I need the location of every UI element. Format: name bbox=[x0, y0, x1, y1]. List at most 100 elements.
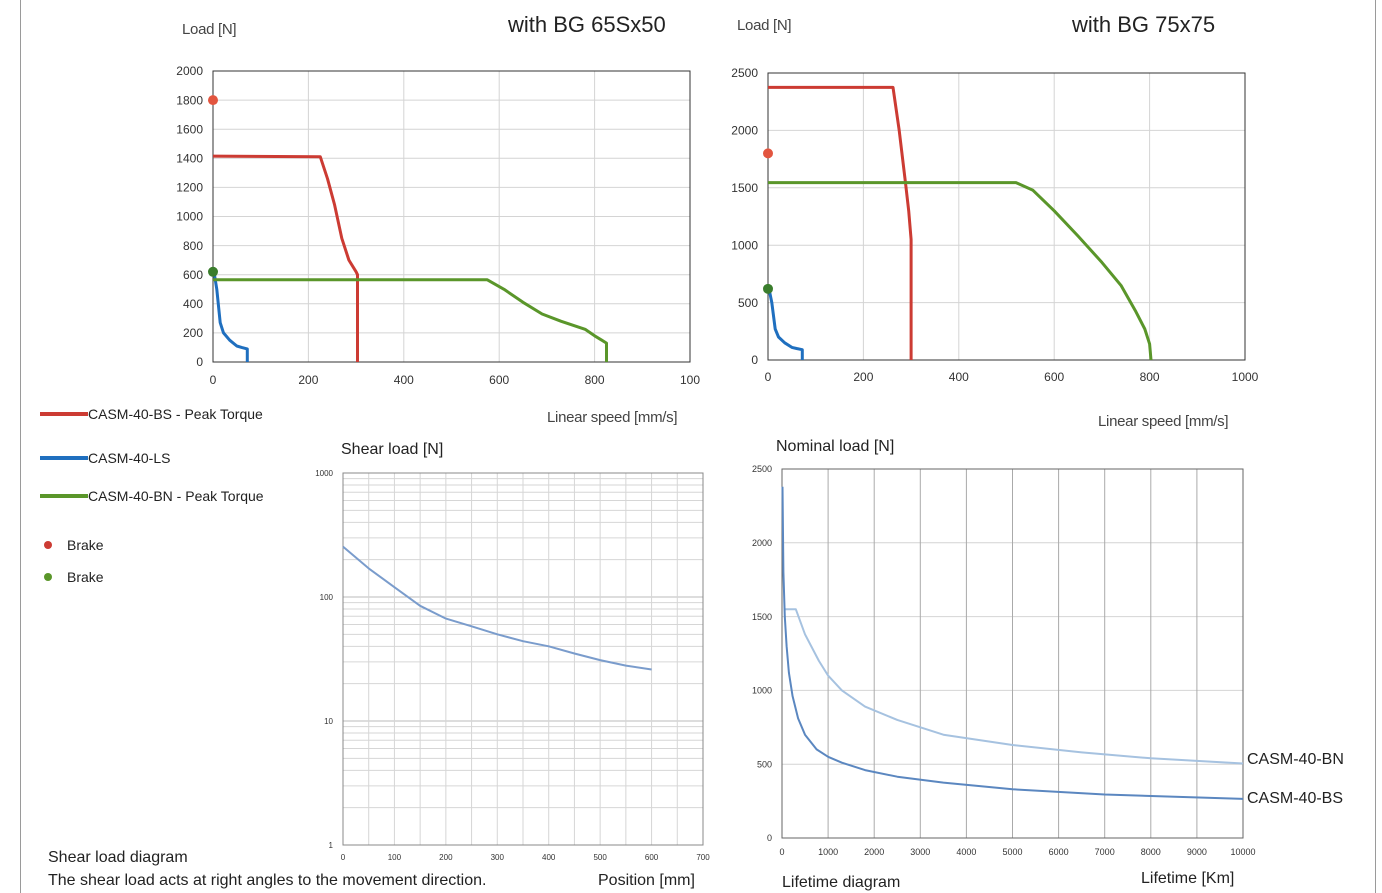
chart4-y-tick-label: 500 bbox=[757, 759, 772, 769]
right-frame-border bbox=[1375, 0, 1376, 893]
chart1-series-line-3 bbox=[213, 278, 608, 362]
legend-label-bn: CASM-40-BN - Peak Torque bbox=[88, 488, 264, 504]
chart3-x-tick-label: 200 bbox=[439, 853, 453, 862]
chart1-y-tick-label: 1400 bbox=[176, 152, 203, 166]
chart3-x-tick-label: 100 bbox=[388, 853, 402, 862]
chart2-x-tick-label: 400 bbox=[949, 370, 969, 384]
chart2-y-tick-label: 1000 bbox=[731, 238, 758, 252]
chart1-x-tick-label: 100 bbox=[680, 373, 700, 387]
legend-label-bs: CASM-40-BS - Peak Torque bbox=[88, 406, 263, 422]
chart3-x-tick-label: 400 bbox=[542, 853, 556, 862]
chart4-y-tick-label: 2500 bbox=[752, 464, 772, 474]
chart2-plot-frame bbox=[767, 72, 1246, 361]
chart2-y-tick-label: 2500 bbox=[731, 66, 758, 80]
legend-item-brake-green: Brake bbox=[40, 569, 104, 585]
chart3-x-tick-label: 300 bbox=[491, 853, 505, 862]
chart4-series-line-2 bbox=[781, 486, 1244, 800]
chart1-series-line-2 bbox=[212, 271, 249, 362]
chart4-x-tick-label: 6000 bbox=[1049, 847, 1069, 857]
chart1-brake-marker-1 bbox=[208, 95, 218, 106]
chart2-x-tick-label: 0 bbox=[765, 370, 772, 384]
chart1-series-line-1 bbox=[212, 154, 359, 362]
chart2-y-axis-title: Load [N] bbox=[737, 17, 792, 34]
chart1-y-tick-label: 200 bbox=[183, 326, 203, 340]
chart2-brake-marker-1 bbox=[763, 148, 773, 159]
chart4-y-tick-label: 1000 bbox=[752, 686, 772, 696]
chart4-x-tick-label: 7000 bbox=[1095, 847, 1115, 857]
chart1-y-tick-label: 600 bbox=[183, 268, 203, 282]
shear-diagram-caption: Shear load diagram bbox=[48, 849, 188, 866]
shear-diagram-note: The shear load acts at right angles to t… bbox=[48, 872, 487, 889]
chart1-y-tick-label: 2000 bbox=[176, 64, 203, 78]
chart4-x-tick-label: 4000 bbox=[956, 847, 976, 857]
chart2-x-tick-label: 1000 bbox=[1232, 370, 1259, 384]
chart4-x-tick-label: 5000 bbox=[1002, 847, 1022, 857]
chart4-x-tick-label: 2000 bbox=[864, 847, 884, 857]
chart4-x-tick-label: 8000 bbox=[1141, 847, 1161, 857]
chart2-x-axis-title: Linear speed [mm/s] bbox=[1098, 413, 1229, 430]
legend-swatch-bn bbox=[40, 494, 88, 498]
chart2-brake-marker-2 bbox=[763, 283, 773, 294]
chart2-y-tick-label: 1500 bbox=[731, 181, 758, 195]
chart1-title: with BG 65Sx50 bbox=[508, 12, 666, 37]
legend-dot-brake-red bbox=[44, 541, 52, 549]
chart4-series-label-bs: CASM-40-BS bbox=[1247, 790, 1344, 807]
chart4-x-axis-title: Lifetime [Km] bbox=[1141, 870, 1235, 887]
chart2-y-tick-label: 2000 bbox=[731, 124, 758, 138]
chart1-plot-frame bbox=[212, 70, 691, 363]
chart4-x-tick-label: 10000 bbox=[1230, 847, 1255, 857]
chart2-series-line-1 bbox=[768, 85, 913, 360]
chart2-x-tick-label: 800 bbox=[1140, 370, 1160, 384]
legend-label-brake-red: Brake bbox=[67, 537, 104, 553]
chart3-x-tick-label: 500 bbox=[593, 853, 607, 862]
lifetime-diagram-caption: Lifetime diagram bbox=[782, 874, 901, 891]
chart4-x-tick-label: 0 bbox=[779, 847, 784, 857]
chart2-title: with BG 75x75 bbox=[1072, 12, 1216, 37]
chart3-x-tick-label: 600 bbox=[645, 853, 659, 862]
chart2-x-tick-label: 200 bbox=[853, 370, 873, 384]
chart1-y-tick-label: 1000 bbox=[176, 210, 203, 224]
legend-swatch-bs bbox=[40, 412, 88, 416]
chart2-series-line-3 bbox=[768, 181, 1153, 361]
chart4-y-tick-label: 2000 bbox=[752, 538, 772, 548]
chart1-x-axis-title: Linear speed [mm/s] bbox=[547, 409, 678, 426]
chart2-x-tick-label: 600 bbox=[1044, 370, 1064, 384]
chart4-series-label-bn: CASM-40-BN bbox=[1247, 751, 1344, 768]
legend-label-ls: CASM-40-LS bbox=[88, 450, 171, 466]
chart3-plot-frame bbox=[342, 472, 704, 846]
legend-dot-brake-green bbox=[44, 573, 52, 581]
chart4-plot-frame bbox=[781, 468, 1244, 839]
chart1-brake-marker-2 bbox=[208, 266, 218, 277]
chart3-x-tick-label: 700 bbox=[696, 853, 710, 862]
legend-item-ls: CASM-40-LS bbox=[40, 450, 170, 466]
chart1-y-axis-title: Load [N] bbox=[182, 21, 237, 38]
legend-item-bn: CASM-40-BN - Peak Torque bbox=[40, 488, 264, 504]
chart3-series-line-1 bbox=[342, 545, 652, 671]
chart2-series-line-2 bbox=[767, 288, 804, 360]
chart3-y-tick-label: 10 bbox=[324, 717, 333, 726]
chart1-y-tick-label: 400 bbox=[183, 297, 203, 311]
chart1-y-tick-label: 1800 bbox=[176, 93, 203, 107]
chart1-x-tick-label: 600 bbox=[489, 373, 509, 387]
chart1-x-tick-label: 0 bbox=[210, 373, 217, 387]
chart3-x-axis-title: Position [mm] bbox=[598, 872, 695, 889]
chart4-x-tick-label: 3000 bbox=[910, 847, 930, 857]
chart3-y-tick-label: 1 bbox=[329, 841, 334, 850]
chart1-y-tick-label: 800 bbox=[183, 239, 203, 253]
chart2-y-tick-label: 500 bbox=[738, 296, 758, 310]
chart3-y-tick-label: 1000 bbox=[315, 469, 333, 478]
chart4-x-tick-label: 9000 bbox=[1187, 847, 1207, 857]
chart3-x-tick-label: 0 bbox=[341, 853, 346, 862]
chart3-y-axis-title: Shear load [N] bbox=[341, 441, 444, 458]
chart1-x-tick-label: 400 bbox=[394, 373, 414, 387]
chart2-y-tick-label: 0 bbox=[751, 353, 758, 367]
chart1-x-tick-label: 800 bbox=[585, 373, 605, 387]
chart4-x-tick-label: 1000 bbox=[818, 847, 838, 857]
chart3-y-tick-label: 100 bbox=[320, 593, 334, 602]
chart1-y-tick-label: 1600 bbox=[176, 122, 203, 136]
chart1-y-tick-label: 0 bbox=[196, 355, 203, 369]
chart4-y-tick-label: 0 bbox=[767, 833, 772, 843]
chart1-y-tick-label: 1200 bbox=[176, 181, 203, 195]
chart4-y-axis-title: Nominal load [N] bbox=[776, 438, 895, 455]
